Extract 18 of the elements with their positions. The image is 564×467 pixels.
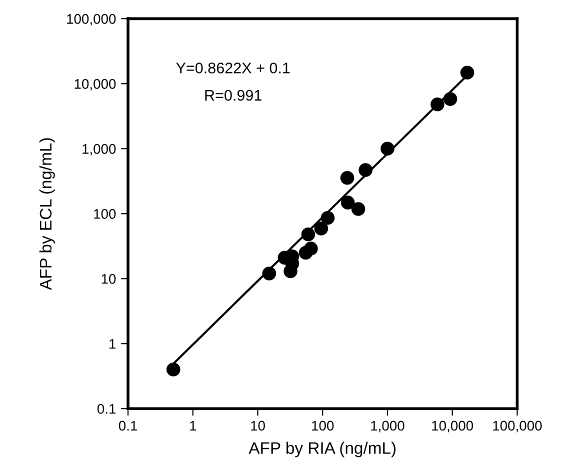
y-tick-label: 10,000	[74, 79, 116, 90]
x-tick-label: 10,000	[432, 420, 474, 432]
y-tick-label: 100,000	[67, 14, 116, 26]
y-tick-label: 0.1	[97, 404, 116, 414]
annotation: Y=0.8622X + 0.1	[176, 62, 290, 74]
annotation: R=0.991	[205, 90, 262, 101]
x-tick-label: 100	[312, 420, 334, 431]
x-axis-title: AFP by RIA (ng/mL)	[248, 442, 396, 458]
y-tick-label: 1,000	[82, 144, 116, 156]
y-tick-label: 100	[94, 208, 116, 219]
x-tick-label: 0.1	[118, 420, 138, 431]
y-tick-label: 10	[102, 274, 116, 284]
y-tick-label: 1	[110, 339, 116, 349]
x-tick-label: 100,000	[493, 420, 542, 432]
x-tick-label: 1	[190, 420, 196, 430]
x-tick-label: 1,000	[371, 420, 404, 432]
y-axis-title: AFP by ECL (ng/mL)	[39, 138, 55, 290]
x-tick-label: 10	[251, 420, 265, 431]
